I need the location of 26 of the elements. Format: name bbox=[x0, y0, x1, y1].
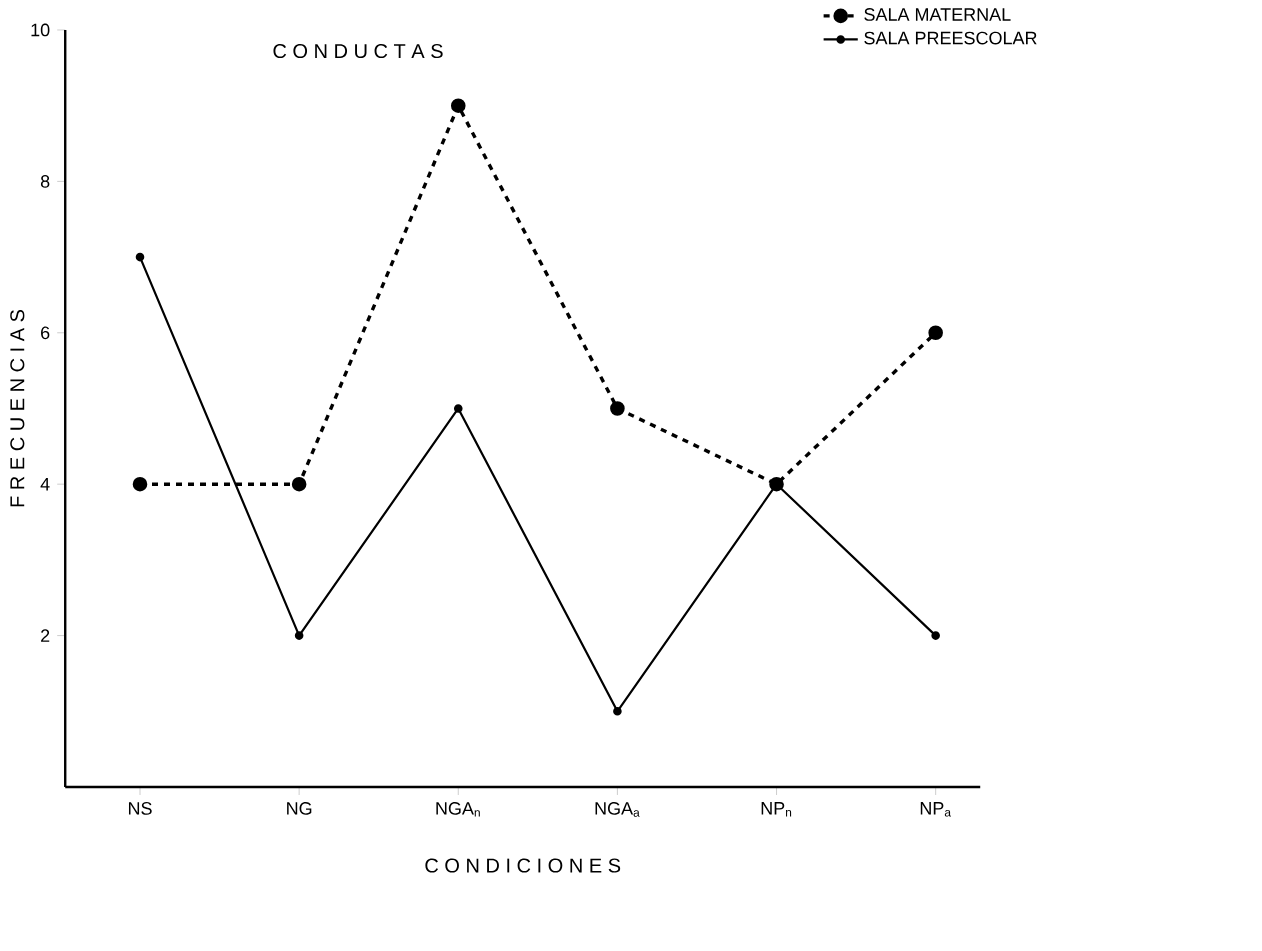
x-tick-label: NP$_{n}$ bbox=[761, 802, 792, 817]
x-axis-title: C O N D I C I O N E S bbox=[425, 858, 621, 873]
x-tick-label: NGA$_{n}$ bbox=[436, 802, 480, 817]
y-tick-label: 4 bbox=[40, 477, 50, 491]
point bbox=[453, 404, 463, 413]
y-tick-label: 2 bbox=[41, 629, 50, 642]
y-axis-title: F R E C U E N C I A S bbox=[10, 309, 25, 507]
point bbox=[291, 476, 307, 492]
point bbox=[613, 706, 622, 716]
x-tick-label: NGA$_{a}$ bbox=[595, 802, 640, 817]
point bbox=[135, 252, 145, 262]
y-tick-label: 8 bbox=[40, 175, 50, 188]
x-tick-label: NP$_{a}$ bbox=[920, 802, 952, 817]
point bbox=[928, 325, 943, 341]
legend-label: SALA MATERNAL bbox=[864, 8, 1011, 21]
point bbox=[132, 476, 148, 492]
point bbox=[294, 631, 304, 640]
point bbox=[450, 98, 466, 113]
point bbox=[610, 401, 625, 416]
legend-label: SALA PREESCOLAR bbox=[864, 31, 1037, 45]
x-tick-label: NG bbox=[287, 802, 312, 815]
y-tick-label: 10 bbox=[31, 23, 50, 37]
point bbox=[931, 631, 940, 640]
x-tick-label: NS bbox=[128, 802, 152, 815]
y-tick-label: 6 bbox=[41, 326, 50, 340]
text: C O N D U C T A S bbox=[273, 43, 443, 59]
